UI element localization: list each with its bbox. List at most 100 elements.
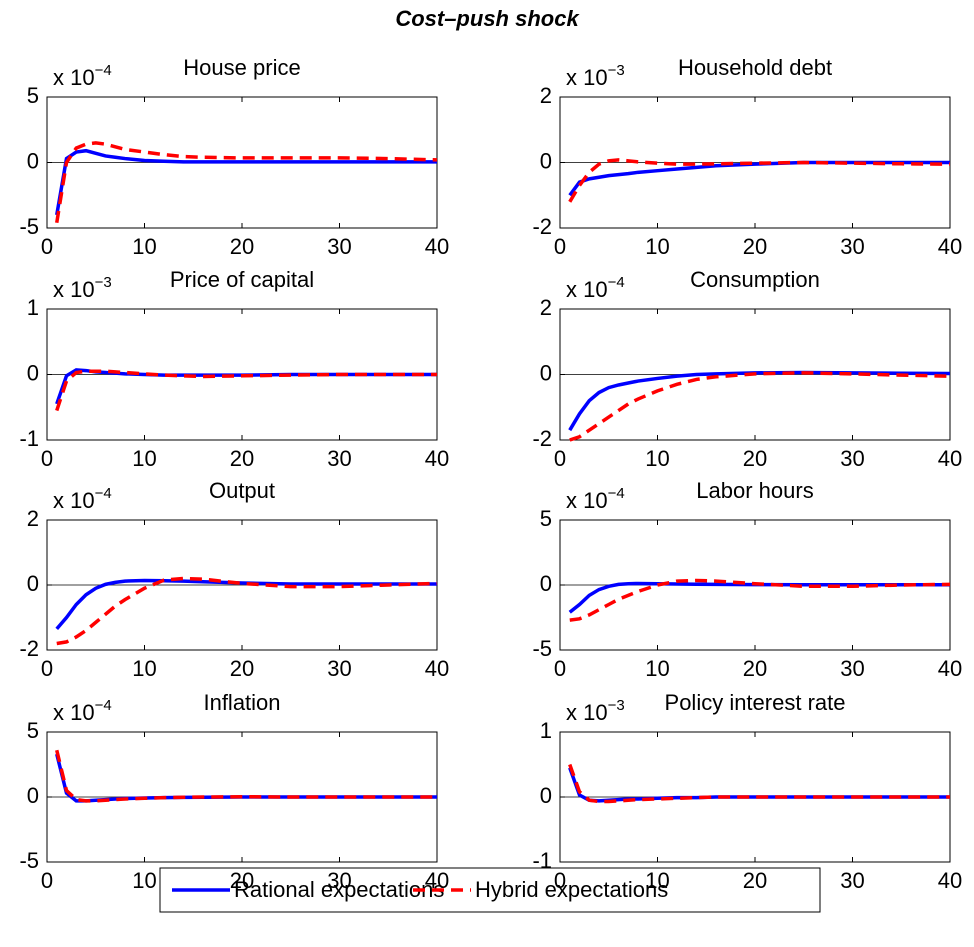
series-line (55, 578, 437, 631)
series-line (55, 148, 437, 216)
figure-title: Cost–push shock (395, 6, 580, 31)
multiplier-exponent: −3 (95, 274, 112, 291)
x-tick-label: 10 (645, 234, 669, 259)
multiplier-exponent: −4 (95, 485, 112, 502)
y-tick-label: -5 (19, 214, 39, 239)
subplot-title: Labor hours (696, 478, 813, 503)
x-tick-label: 10 (645, 868, 669, 893)
x-tick-label: 10 (645, 656, 669, 681)
y-tick-label: 0 (540, 148, 552, 173)
axis-multiplier: x 10−4 (566, 274, 625, 302)
subplot-title: Household debt (678, 55, 832, 80)
x-tick-label: 40 (938, 868, 962, 893)
x-tick-label: 30 (840, 868, 864, 893)
y-tick-label: 2 (27, 506, 39, 531)
x-tick-label: 0 (554, 868, 566, 893)
multiplier-base: x 10 (566, 488, 608, 513)
subplot-title: Price of capital (170, 267, 314, 292)
multiplier-base: x 10 (566, 700, 608, 725)
x-tick-label: 0 (41, 868, 53, 893)
subplot-title: Output (209, 478, 275, 503)
y-tick-label: 0 (27, 571, 39, 596)
x-tick-label: 20 (743, 446, 767, 471)
x-tick-label: 0 (41, 234, 53, 259)
y-tick-label: -5 (19, 848, 39, 873)
series-line (569, 371, 951, 442)
multiplier-base: x 10 (566, 65, 608, 90)
multiplier-base: x 10 (53, 488, 95, 513)
axis-multiplier: x 10−4 (566, 485, 625, 513)
x-tick-label: 0 (554, 656, 566, 681)
multiplier-exponent: −3 (608, 62, 625, 79)
y-tick-label: -2 (19, 636, 39, 661)
y-tick-label: 0 (540, 360, 552, 385)
legend-box (159, 867, 821, 913)
axis-multiplier: x 10−3 (566, 62, 625, 90)
x-tick-label: 20 (230, 234, 254, 259)
y-tick-label: -5 (532, 636, 552, 661)
x-tick-label: 10 (132, 446, 156, 471)
x-tick-label: 10 (132, 868, 156, 893)
x-tick-label: 40 (425, 446, 449, 471)
y-tick-label: 5 (27, 718, 39, 743)
multiplier-base: x 10 (53, 65, 95, 90)
series-line (55, 141, 438, 224)
subplot-title: Policy interest rate (665, 690, 846, 715)
y-tick-label: 1 (27, 295, 39, 320)
x-tick-label: 40 (938, 234, 962, 259)
x-tick-label: 40 (938, 446, 962, 471)
y-tick-label: 0 (27, 783, 39, 808)
multiplier-exponent: −3 (608, 697, 625, 714)
series-line (568, 158, 951, 203)
multiplier-base: x 10 (53, 700, 95, 725)
x-tick-label: 30 (327, 656, 351, 681)
y-tick-label: -2 (532, 214, 552, 239)
legend-label: Rational expectations (234, 877, 444, 902)
series-line (55, 749, 437, 803)
x-tick-label: 0 (554, 234, 566, 259)
series-line (568, 370, 951, 432)
y-tick-label: -1 (19, 426, 39, 451)
y-tick-label: -1 (532, 848, 552, 873)
multiplier-exponent: −4 (608, 485, 625, 502)
x-tick-label: 20 (743, 234, 767, 259)
x-tick-label: 30 (840, 656, 864, 681)
x-tick-label: 30 (840, 446, 864, 471)
multiplier-base: x 10 (566, 277, 608, 302)
axis-multiplier: x 10−4 (53, 485, 112, 513)
y-tick-label: 0 (540, 783, 552, 808)
axis-multiplier: x 10−3 (53, 274, 112, 302)
x-tick-label: 30 (327, 234, 351, 259)
x-tick-label: 30 (327, 446, 351, 471)
y-tick-label: 0 (540, 571, 552, 596)
axis-multiplier: x 10−4 (53, 697, 112, 725)
x-tick-label: 40 (425, 234, 449, 259)
y-tick-label: 5 (27, 83, 39, 108)
x-tick-label: 20 (230, 656, 254, 681)
x-tick-label: 0 (41, 446, 53, 471)
y-tick-label: 0 (27, 360, 39, 385)
series-line (55, 369, 437, 412)
subplot-title: Consumption (690, 267, 820, 292)
x-tick-label: 40 (425, 656, 449, 681)
x-tick-label: 0 (554, 446, 566, 471)
x-tick-label: 20 (743, 868, 767, 893)
multiplier-base: x 10 (53, 277, 95, 302)
subplot-title: House price (183, 55, 300, 80)
x-tick-label: 0 (41, 656, 53, 681)
x-tick-label: 30 (327, 868, 351, 893)
x-tick-label: 20 (230, 868, 254, 893)
x-tick-label: 30 (840, 234, 864, 259)
x-tick-label: 40 (938, 656, 962, 681)
series-line (56, 576, 438, 646)
multiplier-exponent: −4 (95, 697, 112, 714)
y-tick-label: 2 (540, 83, 552, 108)
series-line (569, 578, 951, 622)
axis-multiplier: x 10−4 (53, 62, 112, 90)
multiplier-exponent: −4 (608, 274, 625, 291)
multiplier-exponent: −4 (95, 62, 112, 79)
x-tick-label: 20 (230, 446, 254, 471)
y-tick-label: 2 (540, 295, 552, 320)
x-tick-label: 10 (645, 446, 669, 471)
